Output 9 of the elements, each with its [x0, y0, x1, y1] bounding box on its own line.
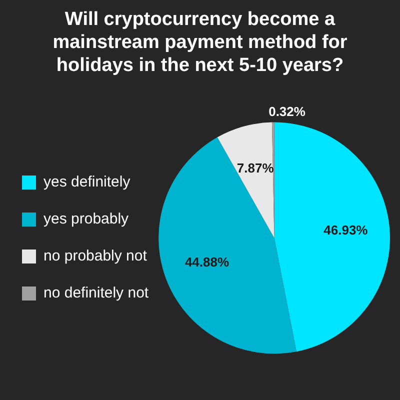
data-label: 7.87% [236, 160, 274, 176]
legend-label: no probably not [44, 248, 148, 265]
legend-label: no definitely not [44, 284, 150, 302]
chart-title: Will cryptocurrency become a mainstream payment method for holidays in the next 5-10 years? [52, 8, 348, 77]
legend-label: yes definitely [44, 174, 131, 191]
data-label: 0.32% [268, 104, 306, 119]
legend-label: yes probably [44, 210, 130, 228]
data-label: 46.93% [324, 222, 368, 238]
data-label: 44.88% [184, 254, 230, 270]
